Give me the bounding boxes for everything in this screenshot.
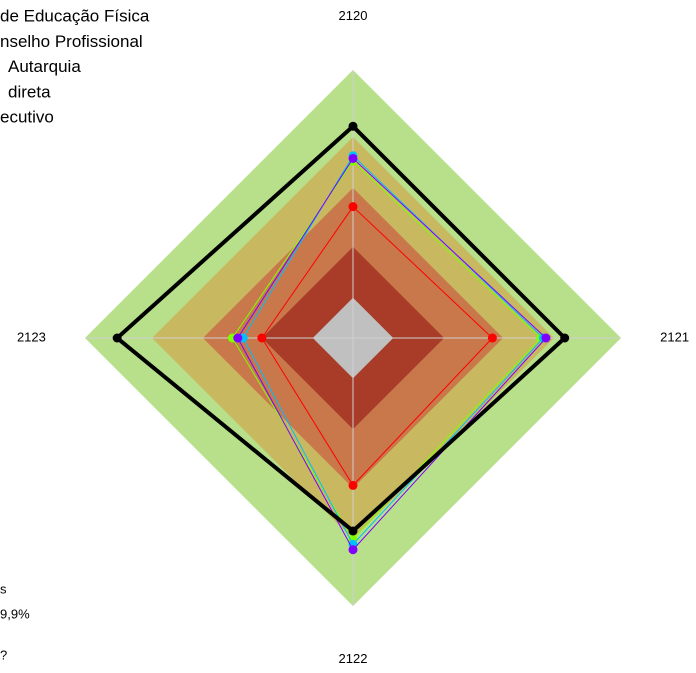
series-point <box>257 333 267 343</box>
series-point <box>487 333 497 343</box>
note-text: s <box>0 581 7 596</box>
axis-label: 2121 <box>660 329 689 344</box>
series-point <box>348 121 358 131</box>
axis-label: 2123 <box>17 329 46 344</box>
axis-label: 2122 <box>339 651 368 666</box>
series-point <box>348 480 358 490</box>
series-point <box>348 526 358 536</box>
legend-text: direta <box>8 82 51 101</box>
series-point <box>560 333 570 343</box>
note-text: 9,9% <box>0 606 30 621</box>
legend-text: de Educação Física <box>0 6 150 25</box>
series-point <box>541 333 551 343</box>
legend-text: nselho Profissional <box>0 32 143 51</box>
series-point <box>348 153 358 163</box>
series-point <box>112 333 122 343</box>
legend-text: ecutivo <box>0 108 54 127</box>
axis-label: 2120 <box>339 8 368 23</box>
series-point <box>348 545 358 555</box>
note-text: ? <box>0 647 7 662</box>
series-point <box>348 202 358 212</box>
series-point <box>233 333 243 343</box>
legend-text: Autarquia <box>8 57 81 76</box>
